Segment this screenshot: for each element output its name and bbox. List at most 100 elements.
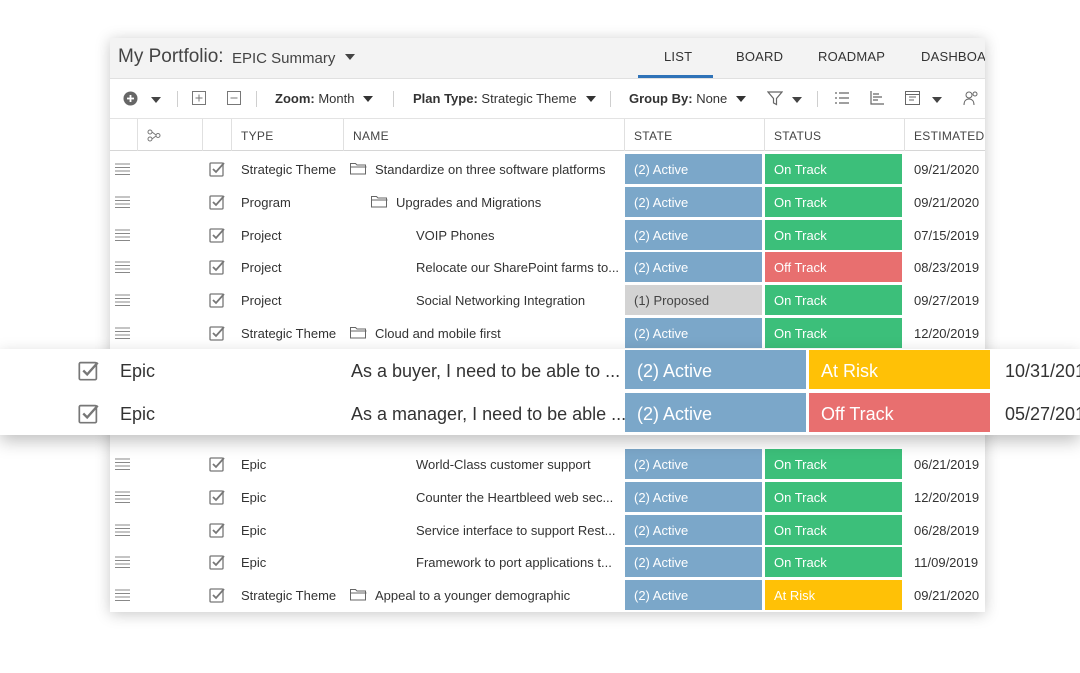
chart-view-icon[interactable] xyxy=(870,91,884,105)
drag-handle-icon[interactable] xyxy=(115,458,130,473)
collapse-all-icon[interactable] xyxy=(227,91,241,105)
status-badge[interactable]: Off Track xyxy=(765,252,902,282)
table-row[interactable]: Epic Counter the Heartbleed web sec... (2)… xyxy=(110,481,985,514)
calendar-chevron-icon[interactable] xyxy=(932,97,942,103)
table-row[interactable]: Strategic Theme Cloud and mobile first (2)… xyxy=(110,317,985,350)
checkbox-checked-icon[interactable] xyxy=(209,227,225,246)
checkbox-checked-icon[interactable] xyxy=(209,456,225,475)
drag-handle-icon[interactable] xyxy=(115,491,130,506)
row-name[interactable]: VOIP Phones xyxy=(416,228,495,243)
add-menu-chevron-icon[interactable] xyxy=(151,97,161,103)
drag-handle-icon[interactable] xyxy=(115,261,130,276)
row-name[interactable]: World-Class customer support xyxy=(416,457,591,472)
checkbox-checked-icon[interactable] xyxy=(209,587,225,606)
checkbox-checked-icon[interactable] xyxy=(209,522,225,541)
column-header-type[interactable]: TYPE xyxy=(241,129,274,143)
row-name[interactable]: Upgrades and Migrations xyxy=(396,195,542,210)
drag-handle-icon[interactable] xyxy=(115,556,130,571)
state-badge[interactable]: (2) Active xyxy=(625,547,762,577)
calendar-icon[interactable] xyxy=(905,90,920,105)
status-badge[interactable]: On Track xyxy=(765,187,902,217)
tab-list[interactable]: LIST xyxy=(664,49,693,64)
drag-handle-icon[interactable] xyxy=(115,589,130,604)
status-badge[interactable]: At Risk xyxy=(809,350,990,389)
row-name[interactable]: Service interface to support Rest... xyxy=(416,523,616,538)
column-header-status[interactable]: STATUS xyxy=(774,129,822,143)
zoomed-table-row[interactable]: Epic As a buyer, I need to be able to ...… xyxy=(0,349,1080,392)
table-row[interactable]: Project Social Networking Integration (1) … xyxy=(110,284,985,317)
state-badge[interactable]: (2) Active xyxy=(625,350,806,389)
state-badge[interactable]: (2) Active xyxy=(625,393,806,432)
state-badge[interactable]: (2) Active xyxy=(625,187,762,217)
zoomed-table-row[interactable]: Epic As a manager, I need to be able ...(… xyxy=(0,392,1080,435)
state-badge[interactable]: (2) Active xyxy=(625,449,762,479)
state-badge[interactable]: (2) Active xyxy=(625,482,762,512)
tab-board[interactable]: BOARD xyxy=(736,49,784,64)
status-badge[interactable]: On Track xyxy=(765,285,902,315)
status-badge[interactable]: On Track xyxy=(765,318,902,348)
plan-type-dropdown[interactable]: Plan Type: Strategic Theme xyxy=(413,91,596,106)
column-header-estimated[interactable]: ESTIMATED E xyxy=(914,129,985,143)
users-icon[interactable] xyxy=(963,90,979,106)
status-badge[interactable]: On Track xyxy=(765,482,902,512)
row-name[interactable]: Framework to port applications t... xyxy=(416,555,612,570)
folder-icon[interactable] xyxy=(350,162,367,178)
drag-handle-icon[interactable] xyxy=(115,229,130,244)
checkbox-checked-icon[interactable] xyxy=(209,489,225,508)
zoom-dropdown[interactable]: Zoom: Month xyxy=(275,91,374,106)
status-badge[interactable]: On Track xyxy=(765,220,902,250)
state-badge[interactable]: (2) Active xyxy=(625,515,762,545)
row-name[interactable]: Cloud and mobile first xyxy=(375,326,501,341)
checkbox-checked-icon[interactable] xyxy=(78,403,99,429)
row-name[interactable]: As a buyer, I need to be able to ... xyxy=(351,361,621,381)
status-badge[interactable]: On Track xyxy=(765,449,902,479)
drag-handle-icon[interactable] xyxy=(115,294,130,309)
checkbox-checked-icon[interactable] xyxy=(209,325,225,344)
filter-icon[interactable] xyxy=(767,91,783,106)
list-view-icon[interactable] xyxy=(834,91,850,105)
folder-icon[interactable] xyxy=(350,326,367,342)
tab-dashboard[interactable]: DASHBOARD xyxy=(921,49,985,64)
folder-icon[interactable] xyxy=(371,195,388,211)
status-badge[interactable]: At Risk xyxy=(765,580,902,610)
folder-icon[interactable] xyxy=(350,588,367,604)
state-badge[interactable]: (2) Active xyxy=(625,154,762,184)
drag-handle-icon[interactable] xyxy=(115,327,130,342)
table-row[interactable]: Project VOIP Phones (2) Active On Track 07/1… xyxy=(110,219,985,252)
table-row[interactable]: Program Upgrades and Migrations (2) Active… xyxy=(110,186,985,219)
row-name[interactable]: Social Networking Integration xyxy=(416,293,586,308)
table-row[interactable]: Strategic Theme Standardize on three soft… xyxy=(110,153,985,186)
column-header-name[interactable]: NAME xyxy=(353,129,389,143)
view-selector[interactable]: EPIC Summary xyxy=(232,50,356,67)
table-row[interactable]: Project Relocate our SharePoint farms to.… xyxy=(110,251,985,284)
state-badge[interactable]: (2) Active xyxy=(625,318,762,348)
state-badge[interactable]: (2) Active xyxy=(625,220,762,250)
status-badge[interactable]: On Track xyxy=(765,154,902,184)
status-badge[interactable]: Off Track xyxy=(809,393,990,432)
group-by-dropdown[interactable]: Group By: None xyxy=(629,91,747,106)
hierarchy-icon[interactable] xyxy=(147,129,161,142)
status-badge[interactable]: On Track xyxy=(765,547,902,577)
row-name[interactable]: Counter the Heartbleed web sec... xyxy=(416,490,614,505)
drag-handle-icon[interactable] xyxy=(115,163,130,178)
tab-roadmap[interactable]: ROADMAP xyxy=(818,49,886,64)
filter-chevron-icon[interactable] xyxy=(792,97,802,103)
add-item-icon[interactable] xyxy=(123,91,138,106)
checkbox-checked-icon[interactable] xyxy=(209,161,225,180)
expand-all-icon[interactable] xyxy=(192,91,206,105)
column-header-state[interactable]: STATE xyxy=(634,129,673,143)
state-badge[interactable]: (2) Active xyxy=(625,580,762,610)
table-row[interactable]: Epic World-Class customer support (2) Acti… xyxy=(110,448,985,481)
row-name[interactable]: As a manager, I need to be able ... xyxy=(351,404,627,424)
row-name[interactable]: Standardize on three software platforms xyxy=(375,162,606,177)
drag-handle-icon[interactable] xyxy=(115,524,130,539)
table-row[interactable]: Epic Framework to port applications t... (… xyxy=(110,546,985,579)
checkbox-checked-icon[interactable] xyxy=(209,194,225,213)
checkbox-checked-icon[interactable] xyxy=(78,360,99,386)
checkbox-checked-icon[interactable] xyxy=(209,292,225,311)
checkbox-checked-icon[interactable] xyxy=(209,259,225,278)
state-badge[interactable]: (1) Proposed xyxy=(625,285,762,315)
table-row[interactable]: Epic Service interface to support Rest...… xyxy=(110,514,985,547)
row-name[interactable]: Relocate our SharePoint farms to... xyxy=(416,260,620,275)
checkbox-checked-icon[interactable] xyxy=(209,554,225,573)
